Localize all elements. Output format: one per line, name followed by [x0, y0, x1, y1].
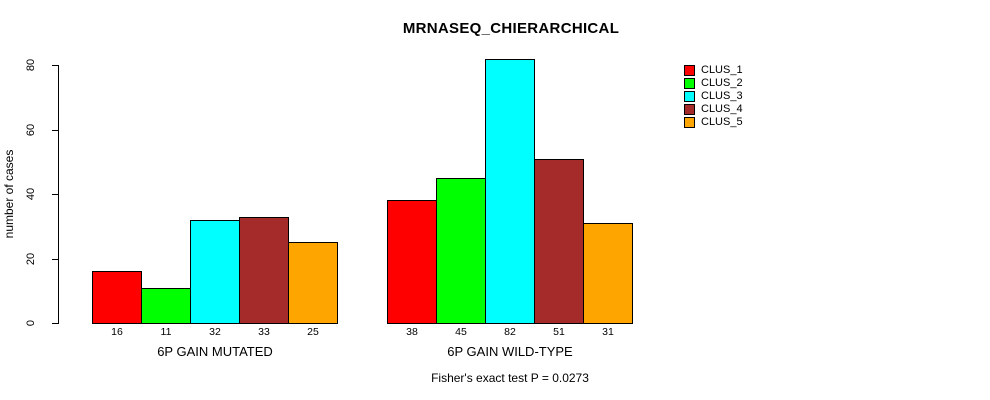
bar-clus_3 [190, 220, 240, 324]
group-label: 6P GAIN MUTATED [157, 344, 273, 359]
legend-swatch-clus_1 [684, 65, 695, 76]
y-axis-tick [52, 194, 58, 195]
chart-title: MRNASEQ_CHIERARCHICAL [402, 20, 620, 37]
bar-value-label: 45 [455, 326, 467, 338]
bar-value-label: 16 [111, 326, 123, 338]
bar-clus_5 [583, 223, 633, 324]
y-axis-tick [52, 130, 58, 131]
bar-value-label: 51 [553, 326, 565, 338]
y-axis-tick [52, 65, 58, 66]
y-axis-tick-label: 60 [25, 123, 37, 137]
bar-clus_4 [239, 217, 289, 324]
y-axis-tick-label: 80 [25, 58, 37, 72]
bar-value-label: 11 [160, 326, 172, 338]
y-axis-tick [52, 259, 58, 260]
bar-clus_2 [436, 178, 486, 324]
annotation-fisher-test: Fisher's exact test P = 0.0273 [431, 371, 589, 385]
bar-value-label: 82 [504, 326, 516, 338]
bar-value-label: 32 [209, 326, 221, 338]
bar-value-label: 31 [602, 326, 614, 338]
bar-value-label: 33 [258, 326, 270, 338]
bar-value-label: 38 [406, 326, 418, 338]
y-axis-line [58, 65, 59, 324]
bar-clus_2 [141, 288, 191, 324]
legend-label: CLUS_4 [701, 103, 743, 115]
bar-value-label: 25 [307, 326, 319, 338]
legend-swatch-clus_5 [684, 117, 695, 128]
bar-clus_5 [288, 242, 338, 324]
bar-clus_3 [485, 59, 535, 324]
group-label: 6P GAIN WILD-TYPE [447, 344, 573, 359]
y-axis-tick-label: 20 [25, 252, 37, 266]
y-axis-label: number of cases [2, 149, 16, 239]
legend-swatch-clus_2 [684, 78, 695, 89]
legend-swatch-clus_3 [684, 91, 695, 102]
bar-clus_4 [534, 159, 584, 324]
y-axis-tick [52, 323, 58, 324]
y-axis-tick-label: 0 [25, 319, 37, 327]
bar-clus_1 [387, 200, 437, 324]
bar-clus_1 [92, 271, 142, 324]
legend-label: CLUS_2 [701, 77, 743, 89]
y-axis-tick-label: 40 [25, 187, 37, 201]
legend-label: CLUS_5 [701, 116, 743, 128]
legend-swatch-clus_4 [684, 104, 695, 115]
legend-label: CLUS_1 [701, 64, 743, 76]
legend-label: CLUS_3 [701, 90, 743, 102]
